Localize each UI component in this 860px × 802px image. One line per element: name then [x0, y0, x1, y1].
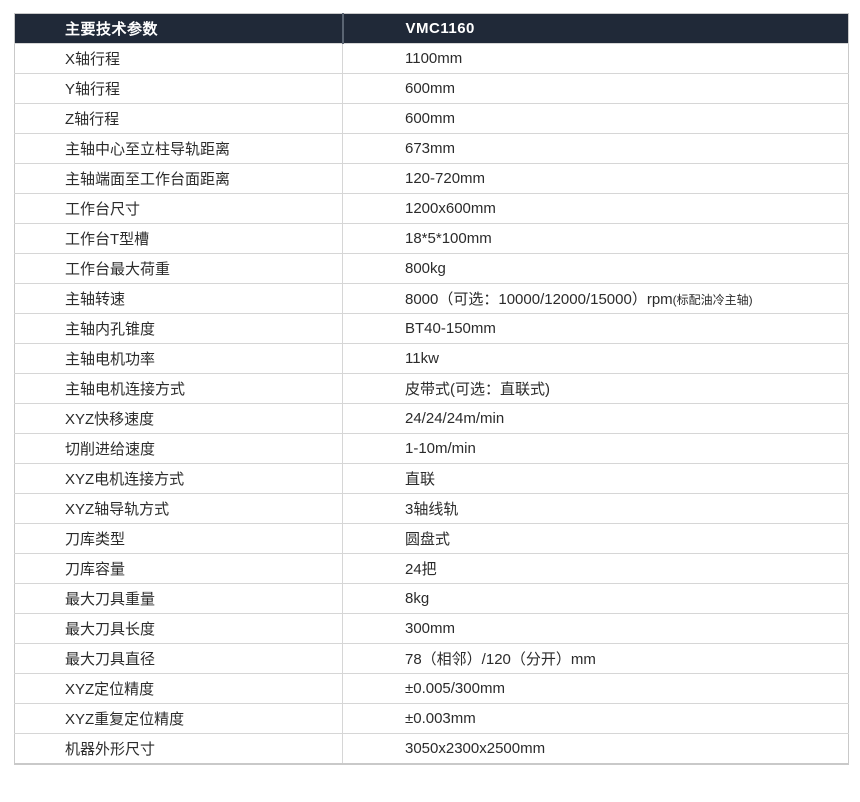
value-cell: BT40-150mm: [342, 313, 849, 344]
table-row: 刀库类型 圆盘式: [14, 523, 849, 554]
value-cell: 300mm: [342, 613, 849, 644]
table-row: 机器外形尺寸 3050x2300x2500mm: [14, 733, 849, 764]
table-row: 切削进给速度 1-10m/min: [14, 433, 849, 464]
header-model-label: VMC1160: [341, 13, 849, 44]
param-cell: 最大刀具重量: [14, 583, 343, 614]
param-cell: Z轴行程: [14, 103, 343, 134]
table-row: X轴行程 1100mm: [14, 43, 849, 74]
value-cell: 78（相邻）/120（分开）mm: [342, 643, 849, 674]
table-row: 主轴中心至立柱导轨距离 673mm: [14, 133, 849, 164]
param-cell: 机器外形尺寸: [14, 733, 343, 764]
param-cell: 刀库类型: [14, 523, 343, 554]
param-cell: 主轴内孔锥度: [14, 313, 343, 344]
table-row: XYZ电机连接方式 直联: [14, 463, 849, 494]
table-row: 最大刀具长度 300mm: [14, 613, 849, 644]
value-cell: 8000（可选：10000/12000/15000）rpm(标配油冷主轴): [342, 283, 849, 314]
value-cell: 1100mm: [342, 43, 849, 74]
value-cell: 600mm: [342, 103, 849, 134]
param-cell: XYZ轴导轨方式: [14, 493, 343, 524]
table-row: 主轴端面至工作台面距离 120-720mm: [14, 163, 849, 194]
value-cell: 800kg: [342, 253, 849, 284]
table-row: 主轴转速 8000（可选：10000/12000/15000）rpm(标配油冷主轴…: [14, 283, 849, 314]
param-cell: 切削进给速度: [14, 433, 343, 464]
value-cell: 直联: [342, 463, 849, 494]
param-cell: 工作台尺寸: [14, 193, 343, 224]
param-cell: 工作台T型槽: [14, 223, 343, 254]
value-cell: 673mm: [342, 133, 849, 164]
table-row: 主轴内孔锥度 BT40-150mm: [14, 313, 849, 344]
param-cell: 最大刀具长度: [14, 613, 343, 644]
param-cell: 主轴电机连接方式: [14, 373, 343, 404]
value-cell: 600mm: [342, 73, 849, 104]
table-row: Y轴行程 600mm: [14, 73, 849, 104]
param-cell: 工作台最大荷重: [14, 253, 343, 284]
param-cell: XYZ重复定位精度: [14, 703, 343, 734]
value-cell: 圆盘式: [342, 523, 849, 554]
value-note: (标配油冷主轴): [672, 293, 753, 307]
param-cell: 主轴端面至工作台面距离: [14, 163, 343, 194]
table-row: 主轴电机连接方式 皮带式(可选：直联式): [14, 373, 849, 404]
value-cell: ±0.005/300mm: [342, 673, 849, 704]
param-cell: 刀库容量: [14, 553, 343, 584]
value-cell: 24把: [342, 553, 849, 584]
value-cell: 皮带式(可选：直联式): [342, 373, 849, 404]
param-cell: Y轴行程: [14, 73, 343, 104]
table-row: 最大刀具直径 78（相邻）/120（分开）mm: [14, 643, 849, 674]
spec-table-body: X轴行程 1100mm Y轴行程 600mm Z轴行程 600mm 主轴中心至立柱导轨距离 6…: [14, 43, 849, 764]
value-cell: 3050x2300x2500mm: [342, 733, 849, 764]
param-cell: 主轴电机功率: [14, 343, 343, 374]
value-cell: 3轴线轨: [342, 493, 849, 524]
value-cell: 8kg: [342, 583, 849, 614]
param-cell: XYZ定位精度: [14, 673, 343, 704]
value-cell: 11kw: [342, 343, 849, 374]
table-row: 刀库容量 24把: [14, 553, 849, 584]
table-row: Z轴行程 600mm: [14, 103, 849, 134]
table-row: XYZ重复定位精度 ±0.003mm: [14, 703, 849, 734]
value-cell: 1-10m/min: [342, 433, 849, 464]
value-cell: 120-720mm: [342, 163, 849, 194]
table-row: XYZ快移速度 24/24/24m/min: [14, 403, 849, 434]
value-cell: ±0.003mm: [342, 703, 849, 734]
table-row: XYZ轴导轨方式 3轴线轨: [14, 493, 849, 524]
table-row: XYZ定位精度 ±0.005/300mm: [14, 673, 849, 704]
param-cell: XYZ电机连接方式: [14, 463, 343, 494]
value-cell: 24/24/24m/min: [342, 403, 849, 434]
value-cell: 18*5*100mm: [342, 223, 849, 254]
spec-table: 主要技术参数 VMC1160 X轴行程 1100mm Y轴行程 600mm Z轴行程 60…: [14, 13, 849, 765]
table-row: 工作台T型槽 18*5*100mm: [14, 223, 849, 254]
table-row: 工作台最大荷重 800kg: [14, 253, 849, 284]
param-cell: XYZ快移速度: [14, 403, 343, 434]
table-row: 最大刀具重量 8kg: [14, 583, 849, 614]
param-cell: 最大刀具直径: [14, 643, 343, 674]
param-cell: 主轴中心至立柱导轨距离: [14, 133, 343, 164]
param-cell: 主轴转速: [14, 283, 343, 314]
value-cell: 1200x600mm: [342, 193, 849, 224]
spec-table-header: 主要技术参数 VMC1160: [14, 13, 849, 44]
table-row: 工作台尺寸 1200x600mm: [14, 193, 849, 224]
param-cell: X轴行程: [14, 43, 343, 74]
header-param-label: 主要技术参数: [14, 13, 343, 44]
table-row: 主轴电机功率 11kw: [14, 343, 849, 374]
header-row: 主要技术参数 VMC1160: [14, 13, 849, 44]
